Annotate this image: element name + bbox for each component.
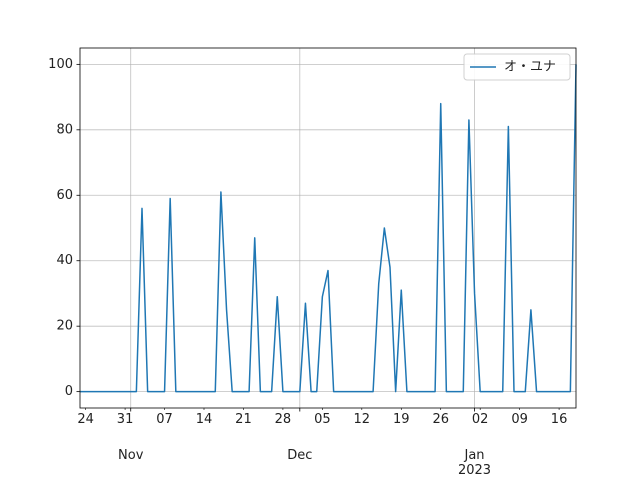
x-tick-label: 31: [116, 412, 134, 427]
x-tick-label: 26: [432, 412, 449, 427]
x-tick-label: 05: [314, 412, 331, 427]
y-tick-label: 100: [48, 57, 73, 72]
x-major-label: Jan 2023: [457, 448, 492, 478]
x-tick-label: 24: [77, 412, 94, 427]
x-tick-label: 19: [392, 412, 410, 427]
x-tick-label: 07: [156, 412, 173, 427]
x-tick-label: 09: [511, 412, 528, 427]
y-tick-label: 20: [56, 319, 73, 334]
line-series: [80, 64, 577, 393]
y-tick-label: 60: [56, 188, 73, 203]
legend-label: オ・ユナ: [504, 60, 556, 75]
x-tick-label: 16: [550, 412, 568, 427]
plot-frame: [79, 47, 577, 409]
x-tick-label: 21: [235, 412, 252, 427]
x-tick-label: 14: [195, 412, 213, 427]
y-tick-label: 80: [56, 122, 73, 137]
x-major-label: Nov: [118, 448, 144, 463]
x-tick-label: 28: [274, 412, 292, 427]
x-major-label: Dec: [287, 448, 313, 463]
x-tick-label: 02: [471, 412, 489, 427]
x-tick-label: 12: [353, 412, 371, 427]
y-tick-label: 40: [56, 253, 73, 268]
legend: オ・ユナ: [463, 53, 571, 81]
y-tick-label: 0: [65, 384, 73, 399]
legend-box: [463, 53, 571, 81]
